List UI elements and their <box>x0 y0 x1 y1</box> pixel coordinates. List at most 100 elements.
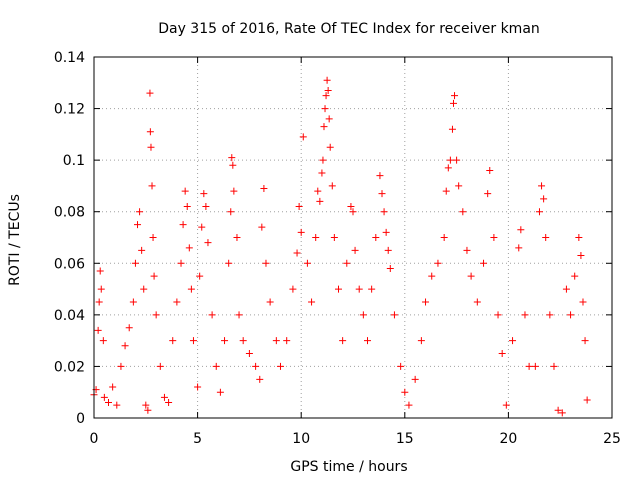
data-point <box>233 234 241 241</box>
data-point <box>289 285 297 293</box>
data-point <box>347 203 355 211</box>
data-point <box>490 234 498 241</box>
data-point <box>480 259 488 267</box>
data-point <box>121 342 129 350</box>
data-point <box>562 285 570 293</box>
data-point <box>343 259 351 267</box>
data-point <box>144 406 152 414</box>
data-point <box>448 125 456 133</box>
data-point <box>372 234 380 241</box>
data-point <box>521 311 529 319</box>
data-point <box>397 362 405 370</box>
data-point <box>322 92 330 100</box>
data-point <box>179 221 187 229</box>
data-point <box>550 362 558 370</box>
data-point <box>295 203 303 211</box>
y-tick-label: 0.14 <box>54 50 85 66</box>
data-point <box>390 311 398 319</box>
data-point <box>129 298 137 306</box>
data-point <box>208 311 216 319</box>
data-point <box>326 143 334 151</box>
data-point <box>308 298 316 306</box>
y-tick-label: 0.12 <box>54 102 85 118</box>
data-point <box>228 154 236 162</box>
data-point <box>183 203 191 211</box>
data-point <box>376 172 384 180</box>
data-point <box>579 298 587 306</box>
data-point <box>384 246 392 254</box>
x-tick-label: 20 <box>499 431 517 447</box>
data-point <box>434 259 442 267</box>
data-point <box>198 223 206 231</box>
data-point <box>339 337 347 345</box>
x-axis-title: GPS time / hours <box>290 459 407 475</box>
data-point <box>156 362 164 370</box>
data-point <box>473 298 481 306</box>
data-point <box>467 272 475 280</box>
data-point <box>319 156 327 164</box>
data-point <box>417 337 425 345</box>
data-point <box>165 399 173 407</box>
data-point <box>581 337 589 345</box>
data-point <box>173 298 181 306</box>
plot-frame <box>93 56 613 419</box>
data-point <box>216 388 224 396</box>
data-point <box>136 208 144 216</box>
data-point <box>97 285 105 293</box>
x-tick-label: 15 <box>396 431 414 447</box>
data-point <box>577 252 585 260</box>
data-point <box>239 337 247 345</box>
data-point <box>96 267 104 275</box>
data-point <box>531 362 539 370</box>
data-point <box>299 133 307 141</box>
y-tick-label: 0.1 <box>63 153 85 169</box>
data-point <box>351 246 359 254</box>
data-point <box>328 182 336 190</box>
data-point <box>147 143 155 151</box>
data-point <box>455 182 463 190</box>
data-point <box>386 264 394 272</box>
data-point <box>583 396 591 404</box>
data-point <box>558 409 566 417</box>
data-point <box>196 272 204 280</box>
y-tick-label: 0.08 <box>54 205 85 221</box>
y-tick-label: 0.04 <box>54 308 85 324</box>
data-point <box>258 223 266 231</box>
data-point <box>349 208 357 216</box>
data-point <box>446 156 454 164</box>
data-point <box>535 208 543 216</box>
data-point <box>316 197 324 205</box>
data-point <box>245 350 253 358</box>
data-point <box>283 337 291 345</box>
data-point <box>100 393 108 401</box>
data-point <box>256 375 264 383</box>
y-tick-label: 0.06 <box>54 256 85 272</box>
data-point <box>444 164 452 172</box>
data-point <box>212 362 220 370</box>
x-tick-label: 0 <box>90 431 99 447</box>
data-point <box>453 156 461 164</box>
data-point <box>225 259 233 267</box>
data-point <box>325 115 333 123</box>
data-point <box>113 401 121 409</box>
data-point <box>260 185 268 193</box>
data-point <box>498 350 506 358</box>
data-point <box>266 298 274 306</box>
data-point <box>293 249 301 257</box>
data-point <box>378 190 386 198</box>
data-point <box>484 190 492 198</box>
data-point <box>401 388 409 396</box>
data-point <box>152 311 160 319</box>
data-point <box>146 89 154 97</box>
data-point <box>181 187 189 195</box>
data-point <box>442 187 450 195</box>
data-point <box>194 383 202 391</box>
data-point <box>324 87 332 95</box>
data-point <box>422 298 430 306</box>
data-point <box>515 244 523 252</box>
data-point <box>189 337 197 345</box>
data-point <box>494 311 502 319</box>
data-point <box>463 246 471 254</box>
x-tick-label: 5 <box>193 431 202 447</box>
data-point <box>95 298 103 306</box>
